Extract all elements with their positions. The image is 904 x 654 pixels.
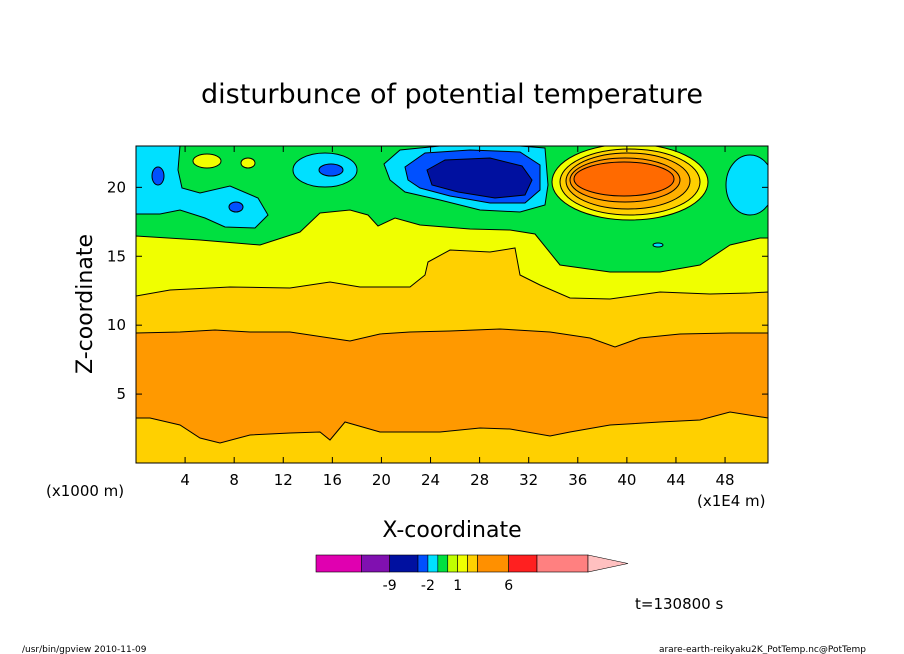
colorbar-tick-label: -9 <box>383 578 397 594</box>
colorbar-segment <box>457 554 468 573</box>
plot-area <box>136 146 768 463</box>
colorbar-segment <box>467 554 478 573</box>
y-tick-label: 10 <box>107 316 126 334</box>
region-blue-blob <box>318 163 344 177</box>
x-tick-label: 36 <box>568 471 587 489</box>
region-cyan-blob <box>725 154 768 216</box>
y-tick-label: 20 <box>107 178 126 196</box>
y-axis: 5 10 15 20 <box>107 178 768 403</box>
time-label: t=130800 s <box>635 595 723 613</box>
footer-left: /usr/bin/gpview 2010-11-09 <box>22 645 147 654</box>
x-tick-label: 16 <box>323 471 342 489</box>
colorbar-segment <box>477 554 509 573</box>
x-scale-label: (x1E4 m) <box>697 492 766 510</box>
region-blue-blob <box>652 242 664 248</box>
x-tick-label: 12 <box>274 471 293 489</box>
x-tick-label: 44 <box>666 471 685 489</box>
x-axis-label: X-coordinate <box>382 518 521 543</box>
x-tick-label: 40 <box>617 471 636 489</box>
y-tick-label: 5 <box>116 385 126 403</box>
x-tick-label: 32 <box>519 471 538 489</box>
footer-right: arare-earth-reikyaku2K_PotTemp.nc@PotTem… <box>659 645 866 654</box>
colorbar: -9 -2 1 6 <box>315 554 629 594</box>
y-tick-label: 15 <box>107 247 126 265</box>
chart-title: disturbunce of potential temperature <box>201 79 703 110</box>
colorbar-tick-label: 6 <box>504 578 513 594</box>
x-axis: 4 8 12 16 20 24 28 32 36 40 44 48 <box>180 146 735 489</box>
x-tick-label: 28 <box>470 471 489 489</box>
x-tick-label: 20 <box>372 471 391 489</box>
colorbar-segment <box>389 554 419 573</box>
colorbar-tick-label: 1 <box>453 578 462 594</box>
region-warm-5 <box>573 161 675 197</box>
region-blue-blob <box>228 201 244 213</box>
colorbar-segment <box>536 554 589 573</box>
region-yellow-blob <box>240 157 256 169</box>
colorbar-segment <box>361 554 390 573</box>
colorbar-segment <box>447 554 458 573</box>
x-unit-label: (x1000 m) <box>46 482 124 500</box>
plot-frame <box>135 145 769 464</box>
x-tick-label: 24 <box>421 471 440 489</box>
region-yellow-blob <box>192 153 222 169</box>
x-tick-label: 4 <box>180 471 190 489</box>
colorbar-segment <box>437 554 449 573</box>
y-axis-label: Z-coordinate <box>73 234 98 374</box>
colorbar-segment <box>508 554 538 573</box>
colorbar-tick-label: -2 <box>421 578 435 594</box>
x-tick-label: 48 <box>716 471 735 489</box>
colorbar-segment <box>315 554 362 573</box>
colorbar-segment <box>417 554 429 573</box>
colorbar-arrow <box>587 554 629 573</box>
region-dark-blue <box>426 157 533 199</box>
colorbar-segment <box>427 554 439 573</box>
x-tick-label: 8 <box>229 471 239 489</box>
region-blue-blob <box>151 166 165 186</box>
region-orange <box>136 328 768 444</box>
